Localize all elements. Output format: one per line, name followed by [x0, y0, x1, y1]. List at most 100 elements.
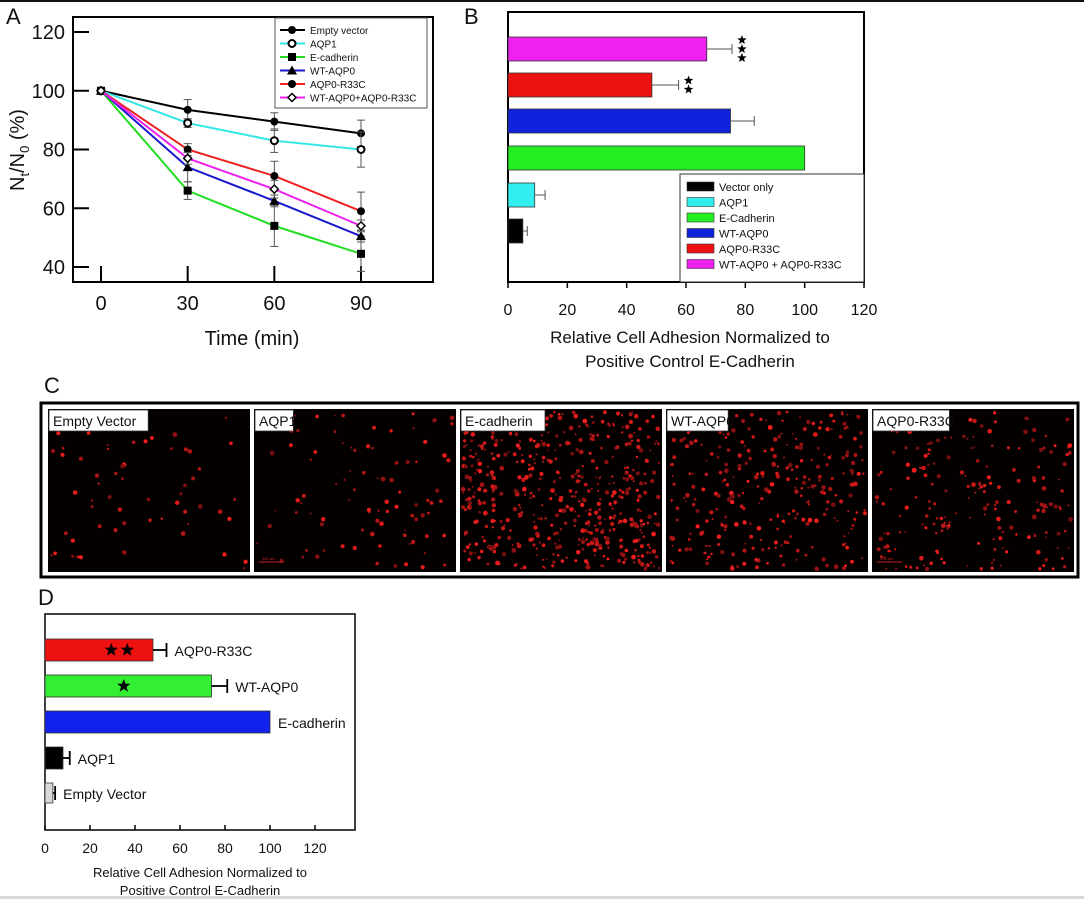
cell-dot: [491, 475, 497, 481]
cell-dot: [653, 512, 657, 516]
legend-marker: [287, 65, 297, 75]
cell-dot: [799, 459, 804, 463]
cell-dot: [70, 538, 75, 543]
cell-dot: [597, 543, 602, 548]
cell-dot: [477, 469, 483, 474]
cell-dot: [685, 492, 690, 498]
cell-dot: [732, 476, 735, 479]
cell-dot: [781, 519, 785, 523]
cell-dot: [651, 549, 657, 554]
cell-dot: [301, 555, 305, 559]
cell-dot: [71, 554, 75, 558]
bar-aqp0-r33c: [44, 638, 154, 662]
cell-dot: [609, 504, 613, 507]
cell-dot: [785, 410, 789, 414]
cell-dot: [348, 498, 351, 501]
x-tick-label: 20: [558, 302, 576, 319]
cell-dot: [574, 510, 576, 513]
cell-dot: [469, 478, 473, 482]
cell-dot: [1037, 465, 1041, 469]
cell-dot: [113, 528, 118, 533]
cell-dot: [335, 482, 337, 485]
cell-dot: [986, 503, 990, 507]
cell-dot: [636, 444, 641, 450]
x-tick-label: 0: [95, 293, 106, 315]
cell-dot: [563, 431, 566, 434]
cell-dot: [919, 555, 924, 561]
bar-aqp1: [507, 182, 536, 208]
cell-dot: [635, 455, 639, 459]
cell-dot: [800, 494, 803, 498]
cell-dot: [503, 452, 508, 457]
cell-dot: [442, 453, 447, 458]
cell-dot: [94, 473, 100, 478]
data-point: [183, 118, 193, 128]
cell-dot: [658, 567, 660, 569]
cell-dot: [724, 462, 728, 467]
cell-dot: [187, 523, 190, 525]
cell-dot: [874, 495, 880, 500]
cell-dot: [222, 552, 227, 557]
cell-dot: [887, 549, 891, 553]
cell-dot: [825, 500, 830, 504]
cell-dot: [549, 414, 553, 418]
cell-dot: [582, 418, 588, 424]
cell-dot: [682, 436, 686, 441]
cell-dot: [197, 467, 202, 471]
cell-dot: [463, 508, 467, 512]
cell-dot: [532, 543, 536, 547]
cell-dot: [558, 539, 561, 541]
cell-dot: [675, 506, 680, 511]
cell-dot: [503, 524, 506, 527]
series-line-2: [100, 90, 362, 255]
legend-label: E-cadherin: [310, 53, 358, 64]
cell-dot: [427, 511, 430, 515]
cell-dot: [516, 490, 519, 493]
cell-dot: [853, 452, 858, 458]
data-point: [357, 207, 365, 216]
cell-dot: [1046, 506, 1048, 509]
cell-dot: [608, 483, 611, 485]
y-axis-label-part: 0: [17, 146, 32, 153]
cell-dot: [643, 490, 648, 495]
cell-dot: [841, 543, 845, 547]
cell-dot: [928, 507, 931, 510]
cell-dot: [493, 443, 498, 447]
cell-dot: [334, 414, 336, 417]
cell-dot: [720, 521, 723, 524]
cell-dot: [343, 478, 346, 481]
cell-dot: [776, 465, 779, 468]
cell-dot: [747, 427, 751, 431]
cell-dot: [842, 421, 847, 426]
y-tick-label: 40: [43, 257, 65, 279]
cell-dot: [411, 412, 415, 416]
cell-dot: [723, 478, 727, 482]
cell-dot: [410, 540, 416, 545]
cell-dot: [599, 498, 602, 501]
cell-dot: [841, 456, 845, 460]
cell-dot: [586, 543, 590, 547]
cell-dot: [862, 472, 865, 475]
cell-dot: [471, 455, 475, 459]
cell-dot: [737, 453, 742, 458]
cell-dot: [671, 475, 674, 477]
cell-dot: [479, 549, 484, 554]
cell-dot: [463, 464, 468, 469]
cell-dot: [776, 410, 782, 416]
micrograph-empty-vector: [48, 409, 250, 572]
cell-dot: [992, 538, 995, 541]
cell-dot: [534, 444, 539, 449]
cell-dot: [703, 551, 707, 555]
series-line-1: [100, 89, 362, 151]
cell-dot: [730, 494, 735, 499]
cell-dot: [989, 481, 993, 485]
cell-dot: [971, 482, 976, 487]
cell-dot: [420, 565, 425, 570]
cell-dot: [839, 499, 844, 504]
cell-dot: [720, 523, 724, 527]
cell-dot: [370, 531, 375, 537]
cell-dot: [705, 459, 708, 462]
cell-dot: [1039, 502, 1044, 507]
cell-dot: [905, 462, 910, 467]
cell-dot: [542, 558, 545, 561]
